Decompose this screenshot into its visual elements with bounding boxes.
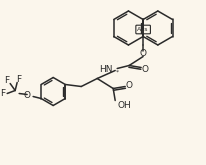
Text: O: O bbox=[23, 91, 30, 100]
Text: *: * bbox=[116, 69, 119, 75]
Text: OH: OH bbox=[117, 101, 130, 110]
Text: F: F bbox=[5, 76, 10, 85]
Text: O: O bbox=[125, 81, 132, 90]
FancyBboxPatch shape bbox=[135, 25, 150, 34]
Text: O: O bbox=[141, 65, 148, 74]
Text: F: F bbox=[16, 75, 22, 84]
Text: HN: HN bbox=[98, 65, 112, 74]
Text: F: F bbox=[1, 89, 6, 98]
Text: Abs: Abs bbox=[137, 27, 148, 32]
Text: O: O bbox=[139, 49, 146, 58]
